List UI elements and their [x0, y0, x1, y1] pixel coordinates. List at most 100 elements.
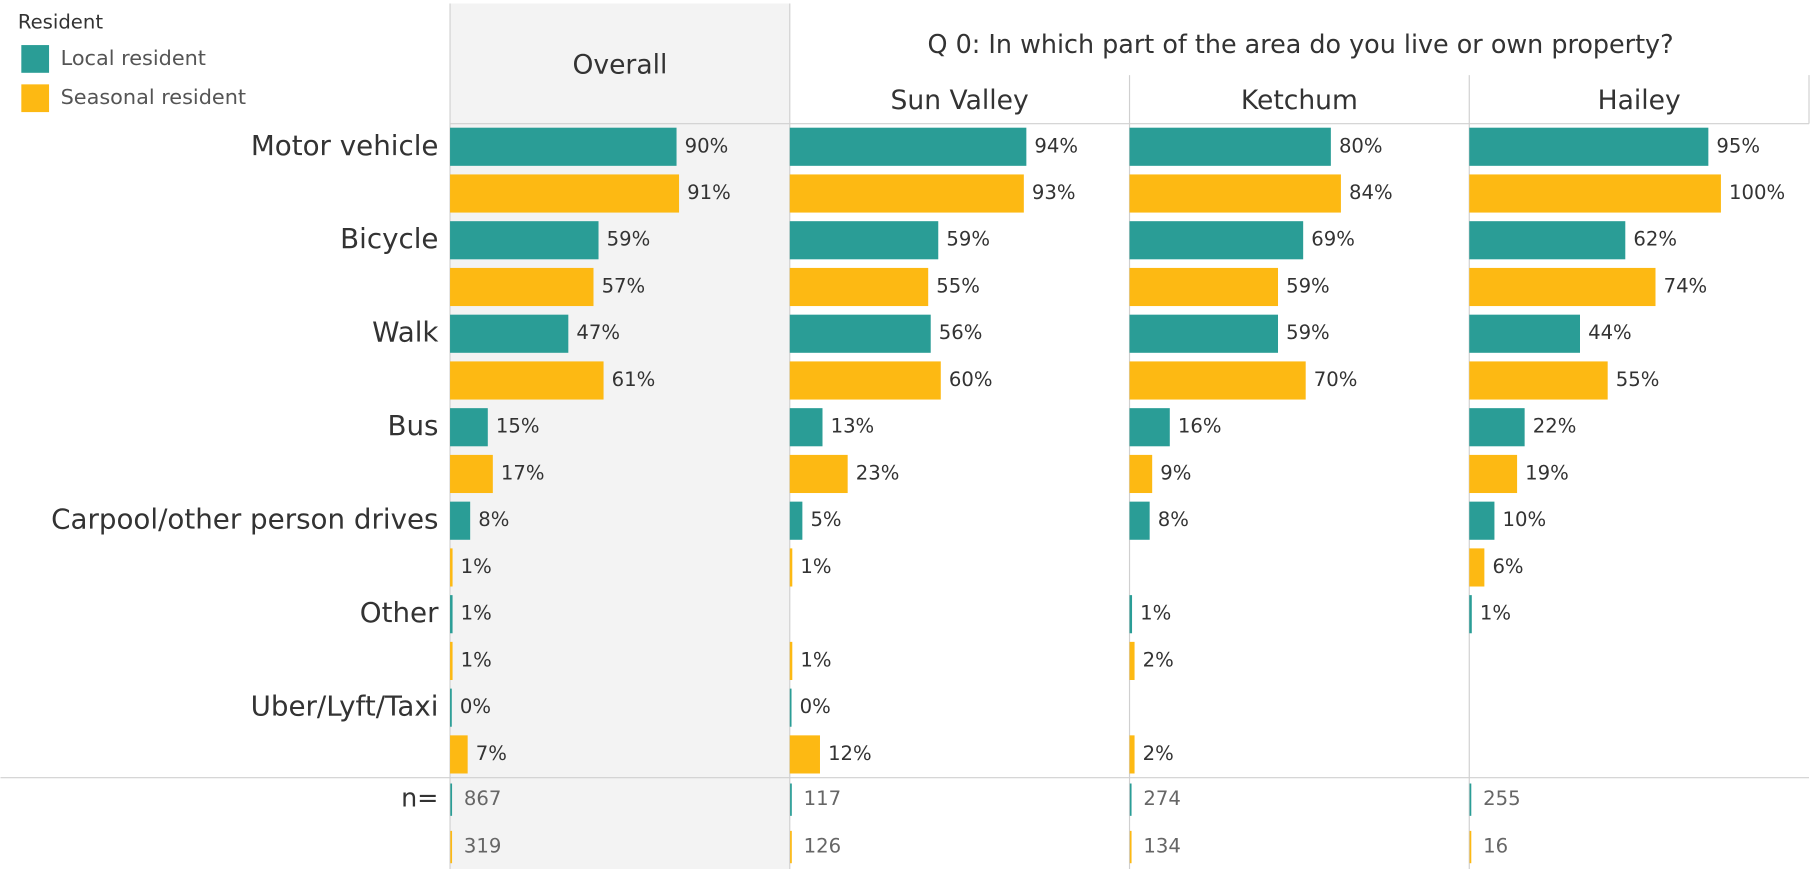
bar [450, 688, 452, 727]
value-label: 55% [936, 274, 980, 297]
bar [450, 735, 468, 774]
bar [789, 501, 803, 540]
bar [450, 548, 453, 587]
bar [789, 174, 1024, 213]
bar [1469, 454, 1518, 494]
value-label: 95% [1716, 134, 1760, 157]
value-label: 9% [1160, 461, 1191, 484]
bar [1129, 408, 1170, 447]
value-label: 12% [828, 742, 872, 765]
value-label: 1% [461, 555, 492, 578]
bar [1469, 595, 1472, 634]
value-label: 69% [1311, 228, 1355, 251]
bar [789, 267, 929, 307]
value-label: 22% [1533, 415, 1577, 438]
bar [789, 548, 793, 587]
value-label: 59% [607, 228, 651, 251]
value-label: 2% [1143, 648, 1174, 671]
value-label: 60% [949, 368, 993, 391]
bar [1129, 735, 1135, 774]
bar [1129, 127, 1331, 166]
value-label: 59% [1286, 274, 1330, 297]
bar [1469, 127, 1709, 166]
value-label: 6% [1492, 555, 1523, 578]
bar [789, 408, 823, 447]
bar [1129, 501, 1150, 540]
value-label: 59% [946, 228, 990, 251]
value-label: 44% [1588, 321, 1632, 344]
value-label: 13% [831, 415, 875, 438]
bar [450, 314, 569, 353]
panel-title: Sun Valley [891, 85, 1029, 116]
n-value: 117 [804, 787, 841, 810]
value-label: 1% [800, 555, 831, 578]
category-label: Other [360, 596, 439, 629]
value-label: 1% [461, 602, 492, 625]
bar [1469, 221, 1626, 260]
n-label: n= [401, 783, 438, 813]
bar [789, 688, 792, 727]
category-label: Carpool/other person drives [51, 503, 438, 536]
bar [450, 174, 680, 213]
value-label: 80% [1339, 134, 1383, 157]
bar [1129, 174, 1341, 213]
bar [789, 641, 793, 681]
value-label: 2% [1143, 742, 1174, 765]
bar [1469, 548, 1485, 587]
value-label: 47% [576, 321, 620, 344]
n-value: 319 [464, 835, 501, 858]
bar [450, 127, 677, 166]
value-label: 10% [1503, 508, 1547, 531]
bar [1129, 314, 1279, 353]
value-label: 8% [1158, 508, 1189, 531]
bar [1469, 501, 1495, 540]
bar [1129, 221, 1304, 260]
panel-title: Ketchum [1241, 85, 1358, 116]
bar [1129, 641, 1135, 681]
value-label: 1% [461, 648, 492, 671]
bar [1469, 174, 1721, 213]
bar [1469, 408, 1525, 447]
bar [789, 361, 941, 400]
bar [1129, 267, 1279, 307]
value-label: 93% [1032, 181, 1076, 204]
n-value: 255 [1483, 787, 1520, 810]
value-label: 15% [496, 415, 540, 438]
value-label: 61% [612, 368, 656, 391]
category-label: Uber/Lyft/Taxi [251, 690, 439, 723]
bar [1469, 361, 1608, 400]
bar [789, 735, 820, 774]
legend-label: Local resident [61, 46, 206, 70]
value-label: 1% [1480, 602, 1511, 625]
category-label: Bicycle [340, 222, 438, 255]
bar [789, 454, 848, 494]
value-label: 57% [602, 274, 646, 297]
value-label: 16% [1178, 415, 1222, 438]
value-label: 74% [1664, 274, 1708, 297]
legend-label: Seasonal resident [61, 85, 246, 109]
bar [1469, 267, 1656, 307]
n-value: 126 [804, 835, 841, 858]
panel-title: Hailey [1598, 85, 1681, 116]
value-label: 23% [856, 461, 900, 484]
value-label: 19% [1525, 461, 1569, 484]
bar [450, 501, 471, 540]
legend-swatch [21, 45, 50, 73]
value-label: 94% [1034, 134, 1078, 157]
chart-title: Q 0: In which part of the area do you li… [928, 29, 1674, 59]
bar [1469, 314, 1581, 353]
value-label: 59% [1286, 321, 1330, 344]
value-label: 56% [939, 321, 983, 344]
bar [450, 641, 453, 681]
bar [789, 221, 939, 260]
value-label: 91% [687, 181, 731, 204]
n-value: 16 [1483, 835, 1508, 858]
value-label: 90% [685, 134, 729, 157]
value-label: 5% [810, 508, 841, 531]
n-value: 274 [1143, 787, 1180, 810]
value-label: 1% [800, 648, 831, 671]
bar [1129, 361, 1306, 400]
value-label: 1% [1140, 602, 1171, 625]
bar [450, 361, 604, 400]
